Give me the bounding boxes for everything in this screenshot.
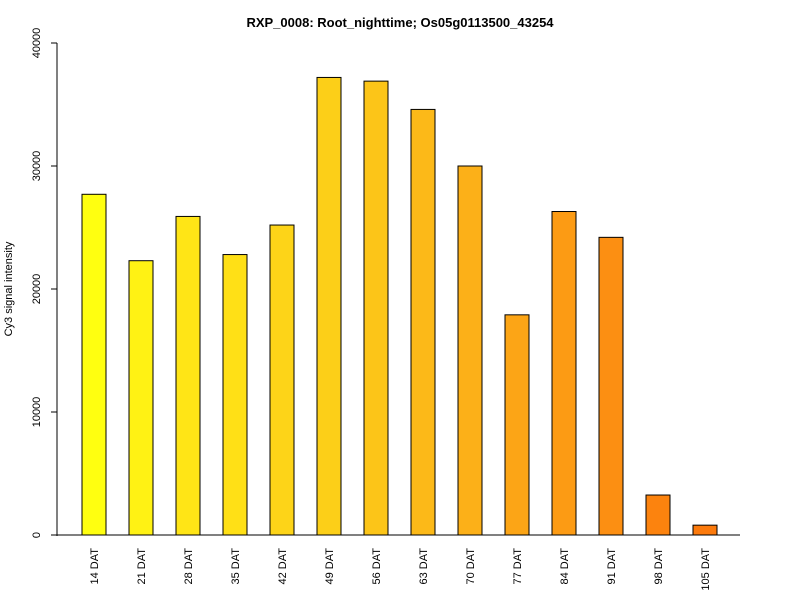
x-tick-label: 56 DAT xyxy=(371,548,383,585)
x-tick-label: 105 DAT xyxy=(700,548,712,591)
bar xyxy=(504,314,530,536)
y-tick-label: 40000 xyxy=(31,28,43,59)
bar xyxy=(269,224,295,536)
bar xyxy=(222,254,248,536)
bar xyxy=(692,524,718,536)
bar xyxy=(551,211,577,536)
bar xyxy=(457,165,483,536)
x-tick-label: 63 DAT xyxy=(418,548,430,585)
x-tick-label: 84 DAT xyxy=(559,548,571,585)
bar xyxy=(128,260,154,536)
x-tick-labels: 14 DAT 21 DAT 28 DAT 35 DAT 42 DAT 49 DAT 56 D… xyxy=(89,548,712,591)
x-tick-label: 91 DAT xyxy=(606,548,618,585)
y-tick-label: 20000 xyxy=(31,274,43,305)
y-ticks: 0 10000 20000 30000 40000 xyxy=(31,28,57,538)
bar xyxy=(81,193,107,536)
chart-title: RXP_0008: Root_nighttime; Os05g0113500_4… xyxy=(246,15,554,30)
y-tick-label: 30000 xyxy=(31,151,43,182)
x-tick-label: 70 DAT xyxy=(465,548,477,585)
x-tick-label: 49 DAT xyxy=(324,548,336,585)
x-tick-label: 35 DAT xyxy=(230,548,242,585)
x-tick-label: 28 DAT xyxy=(183,548,195,585)
bar xyxy=(316,76,342,536)
x-tick-label: 14 DAT xyxy=(89,548,101,585)
x-tick-label: 21 DAT xyxy=(136,548,148,585)
bar xyxy=(645,494,671,536)
y-tick-label: 0 xyxy=(31,532,43,538)
x-tick-label: 77 DAT xyxy=(512,548,524,585)
x-tick-label: 42 DAT xyxy=(277,548,289,585)
bar xyxy=(410,108,436,536)
x-tick-label: 98 DAT xyxy=(653,548,665,585)
bar xyxy=(175,215,201,536)
y-tick-label: 10000 xyxy=(31,397,43,428)
bar xyxy=(598,236,624,536)
bar xyxy=(363,80,389,536)
y-axis-label: Cy3 signal intensity xyxy=(3,241,15,336)
bars xyxy=(81,76,718,536)
